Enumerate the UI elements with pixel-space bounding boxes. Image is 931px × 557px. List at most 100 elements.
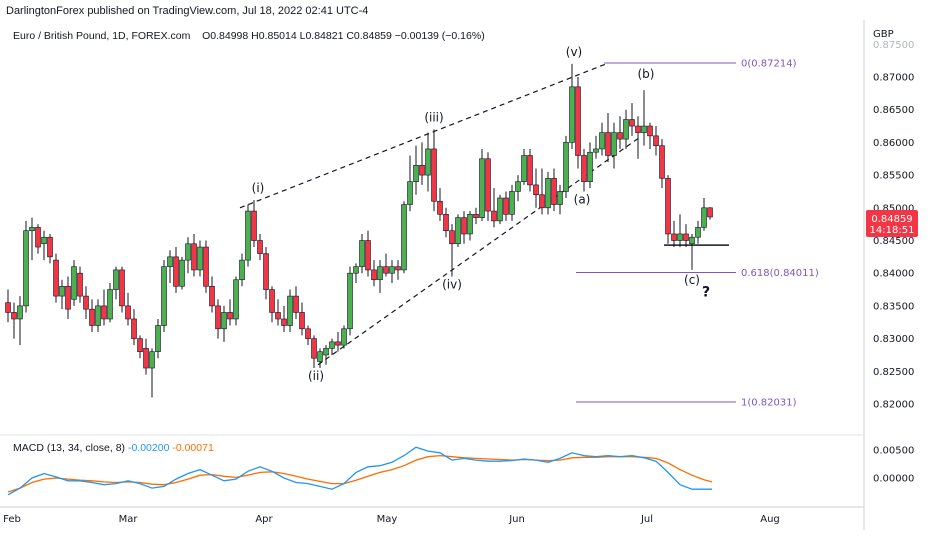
candle [647, 122, 653, 149]
candle [77, 266, 83, 303]
candle [53, 253, 59, 303]
symbol-name: Euro / British Pound, 1D, FOREX.com [13, 30, 191, 42]
candle [269, 286, 275, 323]
time-tick: May [377, 514, 398, 525]
candle [287, 289, 293, 333]
time-tick: Aug [760, 514, 780, 525]
candle [527, 148, 533, 192]
macd-tick: 0.00500 [873, 446, 914, 457]
candle [587, 142, 593, 189]
time-tick: Jun [508, 514, 525, 525]
candle [263, 247, 269, 300]
candle [497, 194, 503, 225]
candle [419, 142, 425, 185]
macd-legend: MACD (13, 34, close, 8) -0.00200 -0.0007… [13, 442, 214, 454]
candle [215, 299, 221, 339]
upper-trendline [239, 63, 607, 209]
candle [401, 201, 407, 274]
time-tick: Apr [255, 514, 273, 525]
candle [59, 279, 65, 310]
fib-label: 0(0.87214) [741, 59, 797, 70]
candle [143, 338, 149, 375]
candle [653, 126, 659, 156]
candle [701, 197, 707, 231]
candle [665, 175, 671, 244]
candle [83, 286, 89, 319]
price-tick: 0.87500 [873, 40, 914, 51]
candle [593, 135, 599, 159]
candle [293, 286, 299, 319]
candle [227, 299, 233, 326]
candle [11, 302, 17, 339]
wave-label: ? [702, 284, 710, 300]
fib-levels: 0(0.87214) 0.618(0.84011) 1(0.82031) [576, 59, 819, 408]
wave-label: (ii) [308, 369, 324, 383]
candle [65, 276, 71, 319]
candle [191, 233, 197, 277]
candle [221, 305, 227, 342]
candle [455, 214, 461, 248]
candle [5, 289, 11, 323]
candle [329, 338, 335, 355]
candle [17, 296, 23, 346]
candle [461, 211, 467, 244]
ohlc-change: −0.00139 (−0.16%) [394, 30, 485, 42]
macd-pane: 0.00500 0.00000 [7, 446, 914, 496]
price-tick: 0.82500 [873, 367, 914, 378]
candle [677, 214, 683, 248]
fib-label: 1(0.82031) [741, 397, 797, 408]
candle [635, 116, 641, 159]
macd-tick: 0.00000 [873, 474, 914, 485]
candle [629, 103, 635, 136]
candle [395, 260, 401, 280]
candle [575, 77, 581, 169]
candle [479, 148, 485, 221]
ohlc-high: H0.85014 [251, 30, 297, 42]
candle [533, 168, 539, 208]
price-tick: 0.84500 [873, 236, 914, 247]
candle [239, 253, 245, 287]
candle [425, 132, 431, 192]
candle [347, 266, 353, 336]
candle [365, 230, 371, 277]
time-tick: Jul [640, 514, 653, 525]
bar-countdown: 14:18:51 [870, 225, 915, 236]
candle [311, 335, 317, 369]
candle [689, 233, 695, 270]
candle [35, 224, 41, 254]
ohlc-low: L0.84821 [299, 30, 344, 42]
macd-value: -0.00200 [127, 442, 170, 454]
candle [377, 260, 383, 293]
candle [89, 299, 95, 333]
candle [539, 168, 545, 215]
candle [623, 109, 629, 149]
candle [101, 289, 107, 326]
candle [245, 204, 251, 267]
candle [137, 335, 143, 359]
candle [545, 171, 551, 215]
candle [335, 332, 341, 352]
macd-line [7, 446, 712, 496]
price-tick: 0.85500 [873, 171, 914, 182]
wave-label: (i) [252, 181, 265, 195]
candle [659, 139, 665, 189]
price-tick: 0.83000 [873, 334, 914, 345]
candle [179, 256, 185, 290]
price-tick: 0.83500 [873, 301, 914, 312]
candle [407, 155, 413, 212]
time-tick: Mar [119, 514, 139, 525]
candle [173, 247, 179, 293]
candle [605, 112, 611, 163]
fib-label: 0.618(0.84011) [741, 268, 819, 279]
candle [323, 345, 329, 365]
candle [521, 148, 527, 185]
current-price: 0.84859 [871, 214, 912, 225]
time-tick: Feb [3, 514, 21, 525]
candle [551, 168, 557, 212]
candle [131, 309, 137, 346]
candle [437, 188, 443, 221]
publisher-credit: DarlingtonForex published on TradingView… [6, 5, 369, 17]
candle [71, 260, 77, 306]
candle [299, 302, 305, 336]
